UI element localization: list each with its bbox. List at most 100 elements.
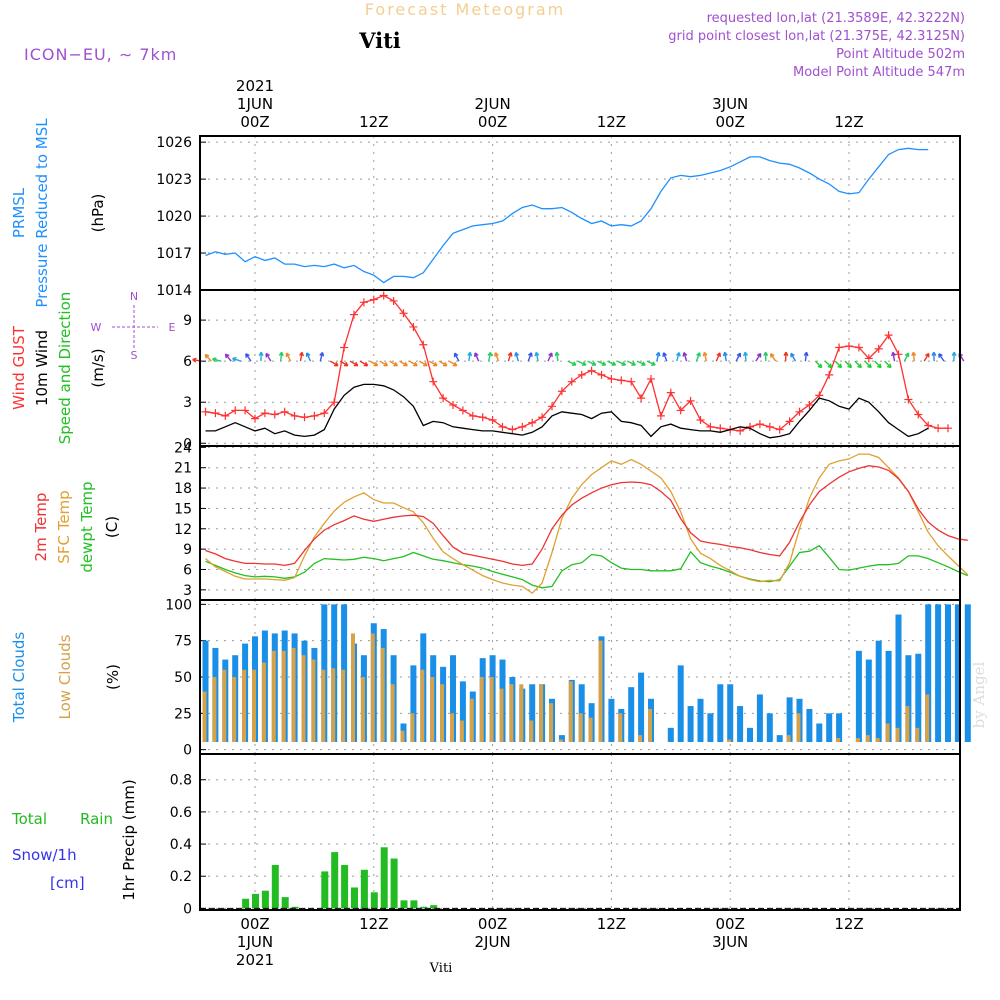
gust-marker xyxy=(548,402,556,411)
wind-arrow xyxy=(329,360,339,367)
total-cloud-bar xyxy=(410,665,417,742)
bottom-time-label: 3JUN xyxy=(712,933,748,951)
low-cloud-bar xyxy=(301,655,306,742)
y-tick-label: 0.2 xyxy=(170,869,192,885)
wind-arrow xyxy=(409,360,418,367)
total-cloud-bar xyxy=(707,713,714,742)
total-cloud-bar xyxy=(756,694,763,742)
wind-arrow-head xyxy=(305,352,311,357)
total-cloud-bar xyxy=(202,640,209,742)
low-cloud-bar xyxy=(222,669,227,742)
rain-bar xyxy=(331,852,339,909)
gust-marker xyxy=(350,310,358,319)
panel-frame xyxy=(199,445,961,601)
total-cloud-bar xyxy=(638,672,645,742)
low-cloud-bar xyxy=(885,723,890,742)
total-cloud-bar xyxy=(747,727,753,742)
panel-frame xyxy=(199,289,961,447)
wind-arrow-head xyxy=(494,352,499,357)
low-cloud-bar xyxy=(410,713,415,742)
precip-unit: 1hr Precip (mm) xyxy=(120,779,138,900)
wind-arrow xyxy=(834,360,842,369)
gust-marker xyxy=(211,409,220,418)
wind-arrow-head xyxy=(204,353,210,359)
y-tick-label: 9 xyxy=(183,542,192,558)
wind-arrow-head xyxy=(258,351,264,357)
low-cloud-bar xyxy=(558,739,563,742)
wind-arrow xyxy=(428,360,438,367)
gust-marker xyxy=(389,296,398,305)
gust-marker xyxy=(399,309,408,318)
total-cloud-bar xyxy=(925,604,932,742)
wind-arrow-head xyxy=(413,361,418,367)
compass-w: W xyxy=(91,321,102,334)
wind-arrow-head xyxy=(224,353,230,359)
wind-arrow-head xyxy=(373,361,379,367)
wind-arrow xyxy=(285,352,292,362)
low-cloud-bar xyxy=(549,703,553,742)
total-cloud-bar xyxy=(727,684,734,742)
wind-arrow xyxy=(938,353,945,362)
temp-dewpt-label: dewpt Temp xyxy=(78,481,96,572)
wind-arrow xyxy=(744,352,747,362)
total-cloud-bar xyxy=(786,697,793,742)
low-cloud-bar xyxy=(499,688,504,742)
wind-arrow-head xyxy=(911,351,917,357)
low-cloud-bar xyxy=(638,735,643,742)
wind-arrow xyxy=(265,353,272,362)
wind-arrow xyxy=(646,360,656,366)
rain-bar xyxy=(370,892,378,909)
location-title: Viti xyxy=(358,28,401,53)
rain-bar xyxy=(321,871,329,909)
low-cloud-bar xyxy=(578,713,583,742)
y-tick-label: 50 xyxy=(174,670,192,686)
wind-arrow xyxy=(280,352,283,362)
wind-arrow xyxy=(715,352,721,362)
gust-marker xyxy=(706,422,715,431)
wind-arrow-head xyxy=(803,351,809,357)
gust-marker xyxy=(864,354,873,363)
panel-frame xyxy=(199,753,961,911)
wind-arrow-head xyxy=(467,351,473,357)
gust-marker xyxy=(854,343,863,352)
wind-arrow-head xyxy=(651,361,656,366)
wind-arrow xyxy=(923,353,930,362)
pressure-label-prmsl: PRMSL xyxy=(10,187,28,238)
wind-arrow xyxy=(912,352,915,362)
wind-arrow xyxy=(770,353,777,362)
rain-bar xyxy=(242,898,250,909)
gust-marker xyxy=(716,424,725,433)
wind-arrow-head xyxy=(554,351,560,357)
gust-marker xyxy=(508,425,517,434)
compass-e: E xyxy=(169,321,176,334)
low-cloud-bar xyxy=(618,713,623,742)
panel-precip: 0 0.2 0.4 0.6 0.8 xyxy=(170,753,961,917)
gust-marker xyxy=(795,407,804,416)
y-tick-label: 0.6 xyxy=(170,805,192,821)
wind-arrow xyxy=(874,360,882,369)
wind-arrow-head xyxy=(245,353,250,358)
bottom-time-label: 00Z xyxy=(478,915,507,933)
wind-arrow xyxy=(864,360,872,369)
total-cloud-bar xyxy=(935,604,942,742)
wind-arrow-head xyxy=(763,351,769,357)
rain-bar xyxy=(400,900,408,909)
low-cloud-bar xyxy=(261,662,266,742)
low-cloud-bar xyxy=(459,720,464,742)
gust-marker xyxy=(785,417,794,426)
wind-arrow-head xyxy=(682,352,688,357)
rain-bar xyxy=(252,893,259,909)
gust-marker xyxy=(379,291,388,300)
gust-marker xyxy=(894,350,903,359)
top-time-label: 12Z xyxy=(359,113,388,131)
top-time-label: 3JUN xyxy=(712,95,748,113)
low-cloud-bar xyxy=(212,677,217,742)
wind-arrow-head xyxy=(453,352,459,358)
wind-arrow xyxy=(487,352,492,362)
wind-arrow xyxy=(418,360,428,367)
gust-marker xyxy=(310,411,319,420)
wind-arrow-head xyxy=(442,361,448,367)
gust-marker xyxy=(944,424,952,433)
wind-arrow xyxy=(379,360,388,367)
footer-location: Viti xyxy=(429,961,453,976)
